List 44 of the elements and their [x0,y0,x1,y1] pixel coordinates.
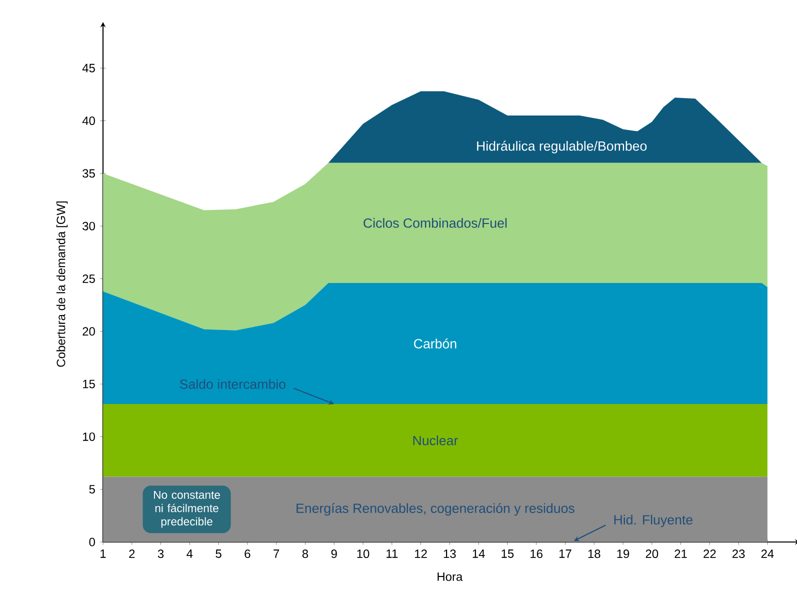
series-label: Energías Renovables, cogeneración y residuos [296,503,574,516]
x-tick-label: 6 [244,550,250,558]
y-tick-label: 35 [82,169,95,178]
x-tick-label: 4 [186,550,193,558]
y-axis-title: Cobertura de la demanda [GW] [56,201,68,367]
x-tick-label: 20 [646,550,658,558]
y-tick-label: 30 [82,222,95,230]
y-tick-label: 15 [83,380,95,388]
y-tick-label: 10 [83,432,95,441]
x-tick-label: 15 [502,550,514,558]
y-tick-label: 25 [82,274,95,283]
series-label: Nuclear [413,435,458,446]
x-tick-label: 7 [274,550,280,558]
x-tick-label: 13 [444,550,456,558]
x-tick-label: 5 [216,550,222,558]
x-axis-title: Hora [438,572,463,581]
y-tick-label: 40 [82,116,95,126]
x-tick-label: 17 [559,550,572,558]
series-label: Carbón [414,338,456,348]
x-tick-label: 19 [617,550,630,558]
series-label: Ciclos Combinados/Fuel [364,218,507,228]
y-tick-label: 20 [82,327,95,336]
annotation: No constante ni fácilmente predecible [154,490,220,528]
x-tick-label: 1 [100,550,106,558]
x-tick-label: 22 [704,550,716,558]
x-tick-label: 11 [386,550,398,558]
x-tick-label: 3 [158,550,164,558]
annotation: Hid. Fluyente [614,514,692,528]
annotation: Saldo intercambio [180,379,286,389]
y-tick-label: 5 [89,485,95,494]
x-tick-label: 21 [674,550,687,558]
x-tick-label: 2 [129,550,135,558]
x-tick-label: 9 [331,550,337,558]
x-tick-label: 18 [588,550,600,558]
series-label: Hidráulica regulable/Bombeo [477,140,647,154]
x-tick-label: 10 [357,550,370,558]
x-tick-label: 8 [302,550,308,558]
y-tick-label: 0 [89,538,95,546]
x-tick-label: 12 [415,550,427,558]
x-tick-label: 14 [472,550,485,558]
x-tick-label: 16 [530,550,542,558]
x-tick-label: 24 [761,550,774,558]
y-tick-label: 45 [82,64,95,72]
x-tick-label: 23 [732,550,745,558]
